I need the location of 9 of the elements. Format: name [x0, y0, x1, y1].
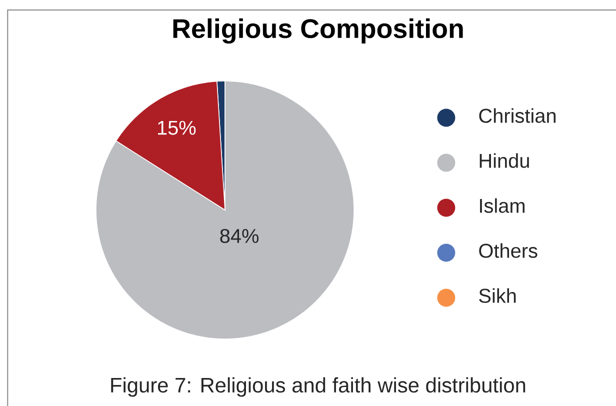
- legend-label: Hindu: [480, 153, 529, 168]
- legend-label: Christian: [479, 108, 556, 123]
- legend-label: Islam: [480, 198, 524, 213]
- chart-title: Religious Composition: [173, 18, 463, 44]
- data-label: 15%: [158, 120, 196, 135]
- caption: Figure 7: Religious and faith wise distribution: [111, 377, 526, 397]
- legend-label: Sikh: [479, 288, 516, 303]
- data-label: 84%: [220, 228, 259, 244]
- legend-label: Others: [479, 243, 538, 258]
